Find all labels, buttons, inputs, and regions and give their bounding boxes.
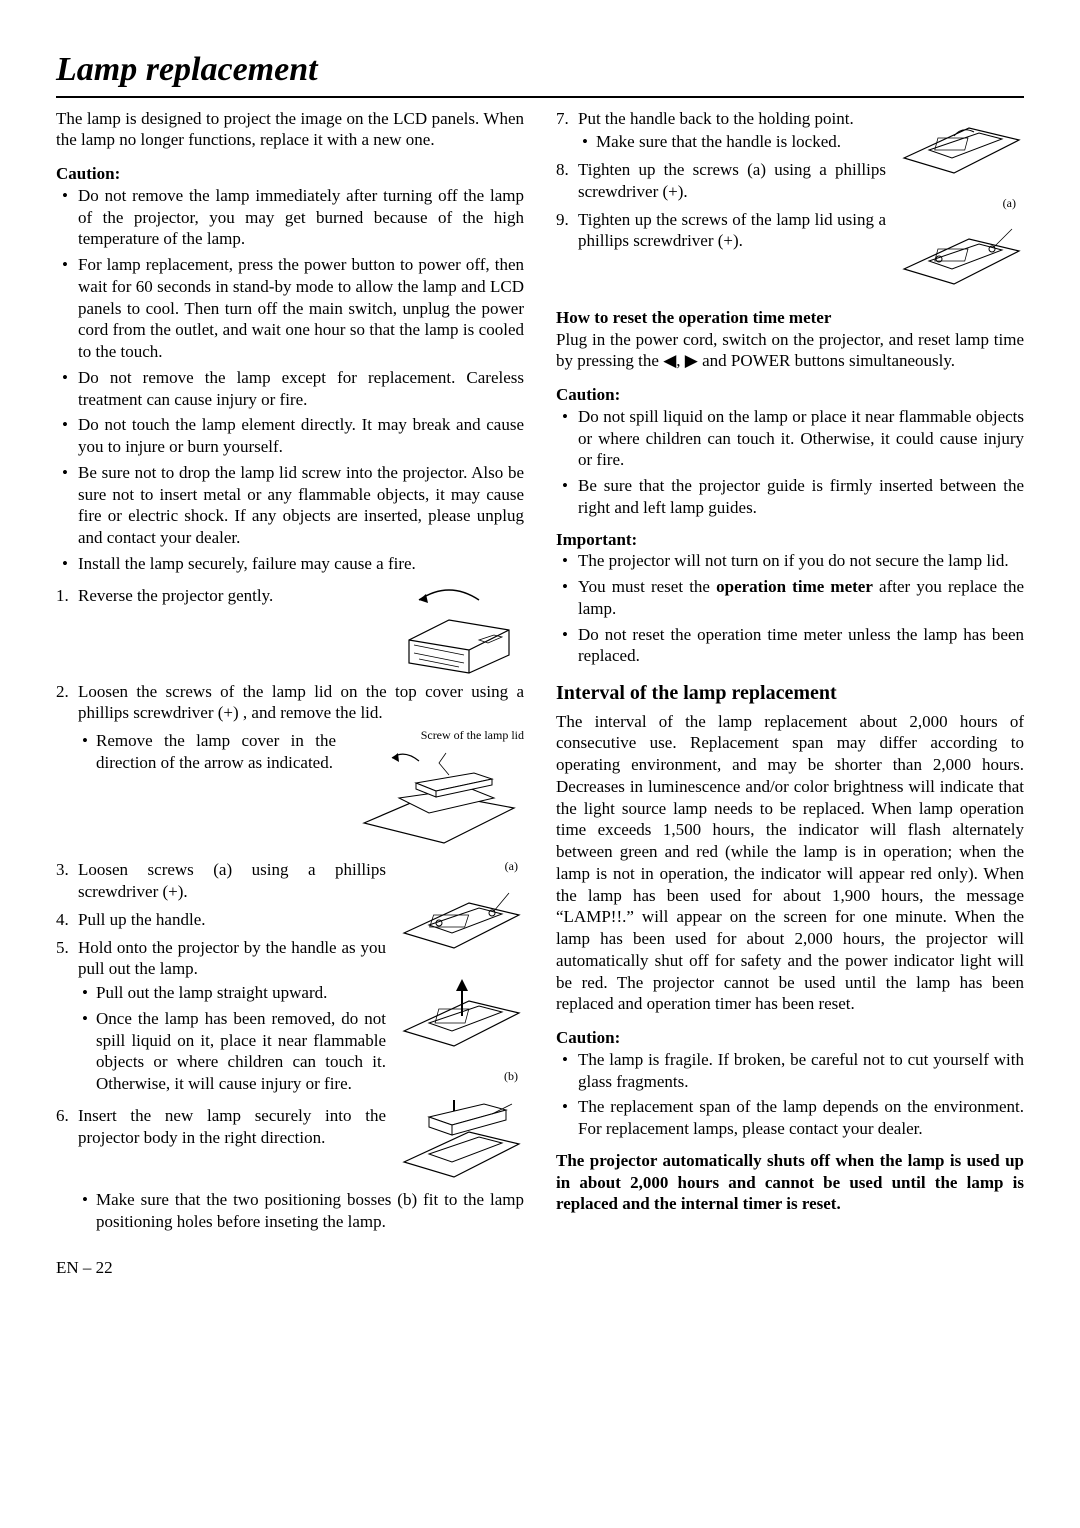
shutdown-notice: The projector automatically shuts off wh… <box>556 1150 1024 1215</box>
caution-heading-1: Caution: <box>56 163 524 185</box>
label-a: (a) <box>505 859 524 874</box>
caution-item: Install the lamp securely, failure may c… <box>56 553 524 575</box>
step-2-sub: Remove the lamp cover in the direction o… <box>78 730 336 774</box>
caution-item: The replacement span of the lamp depends… <box>556 1096 1024 1140</box>
step-6-sub: Make sure that the two positioning bosse… <box>78 1189 524 1233</box>
caution-list-3: The lamp is fragile. If broken, be caref… <box>556 1049 1024 1140</box>
page-footer: EN – 22 <box>56 1257 1024 1279</box>
step-4-text: Pull up the handle. <box>78 909 386 931</box>
right-arrow-icon: ▶ <box>685 350 698 372</box>
caution-item: Be sure that the projector guide is firm… <box>556 475 1024 519</box>
left-arrow-icon: ◀ <box>663 350 676 372</box>
caution-list-1: Do not remove the lamp immediately after… <box>56 185 524 575</box>
step-9-text: Tighten up the screws of the lamp lid us… <box>578 210 886 251</box>
caution-item: Do not spill liquid on the lamp or place… <box>556 406 1024 471</box>
caution-list-2: Do not spill liquid on the lamp or place… <box>556 406 1024 519</box>
label-b: (b) <box>504 1069 524 1084</box>
insert-diagram <box>394 1092 524 1187</box>
step-6-text: Insert the new lamp securely into the pr… <box>78 1105 386 1149</box>
right-column: 7.Put the handle back to the holding poi… <box>556 108 1024 1239</box>
important-item: You must reset the operation time meter … <box>556 576 1024 620</box>
interval-heading: Interval of the lamp replacement <box>556 681 1024 707</box>
screw-label: Screw of the lamp lid <box>344 728 524 743</box>
step-5-sub: Pull out the lamp straight upward. <box>78 982 386 1004</box>
label-a-right: (a) <box>1003 196 1024 211</box>
left-column: The lamp is designed to project the imag… <box>56 108 524 1239</box>
step-7-sub: Make sure that the handle is locked. <box>578 131 886 153</box>
step-2-text: Loosen the screws of the lamp lid on the… <box>78 682 524 723</box>
step-5-sub: Once the lamp has been removed, do not s… <box>78 1008 386 1095</box>
caution-item: Be sure not to drop the lamp lid screw i… <box>56 462 524 549</box>
caution-item: Do not touch the lamp element directly. … <box>56 414 524 458</box>
tighten-diagram <box>894 219 1024 299</box>
handle-back-diagram <box>894 108 1024 188</box>
interval-text: The interval of the lamp replacement abo… <box>556 711 1024 1016</box>
caution-item: The lamp is fragile. If broken, be caref… <box>556 1049 1024 1093</box>
step-1-text: Reverse the projector gently. <box>78 586 273 605</box>
step-7-text: Put the handle back to the holding point… <box>578 109 854 128</box>
step-8-text: Tighten up the screws (a) using a philli… <box>578 160 886 201</box>
caution-heading-2: Caution: <box>556 384 1024 406</box>
step-3-text: Loosen screws (a) using a phillips screw… <box>78 860 386 901</box>
screw-diagram <box>394 883 524 963</box>
reset-text: Plug in the power cord, switch on the pr… <box>556 329 1024 373</box>
important-list: The projector will not turn on if you do… <box>556 550 1024 667</box>
caution-item: Do not remove the lamp except for replac… <box>56 367 524 411</box>
page-title: Lamp replacement <box>56 48 1024 98</box>
important-heading: Important: <box>556 529 1024 551</box>
steps-list-right: 7.Put the handle back to the holding poi… <box>556 108 886 253</box>
intro-paragraph: The lamp is designed to project the imag… <box>56 108 524 152</box>
lid-removal-diagram <box>344 743 524 853</box>
projector-diagram <box>394 585 524 675</box>
pull-up-diagram <box>394 971 524 1061</box>
step-5-text: Hold onto the projector by the handle as… <box>78 937 386 981</box>
reset-heading: How to reset the operation time meter <box>556 307 1024 329</box>
important-item: Do not reset the operation time meter un… <box>556 624 1024 668</box>
caution-heading-3: Caution: <box>556 1027 1024 1049</box>
important-item: The projector will not turn on if you do… <box>556 550 1024 572</box>
caution-item: Do not remove the lamp immediately after… <box>56 185 524 250</box>
steps-list-left: 1.Reverse the projector gently. <box>56 585 524 1233</box>
caution-item: For lamp replacement, press the power bu… <box>56 254 524 363</box>
